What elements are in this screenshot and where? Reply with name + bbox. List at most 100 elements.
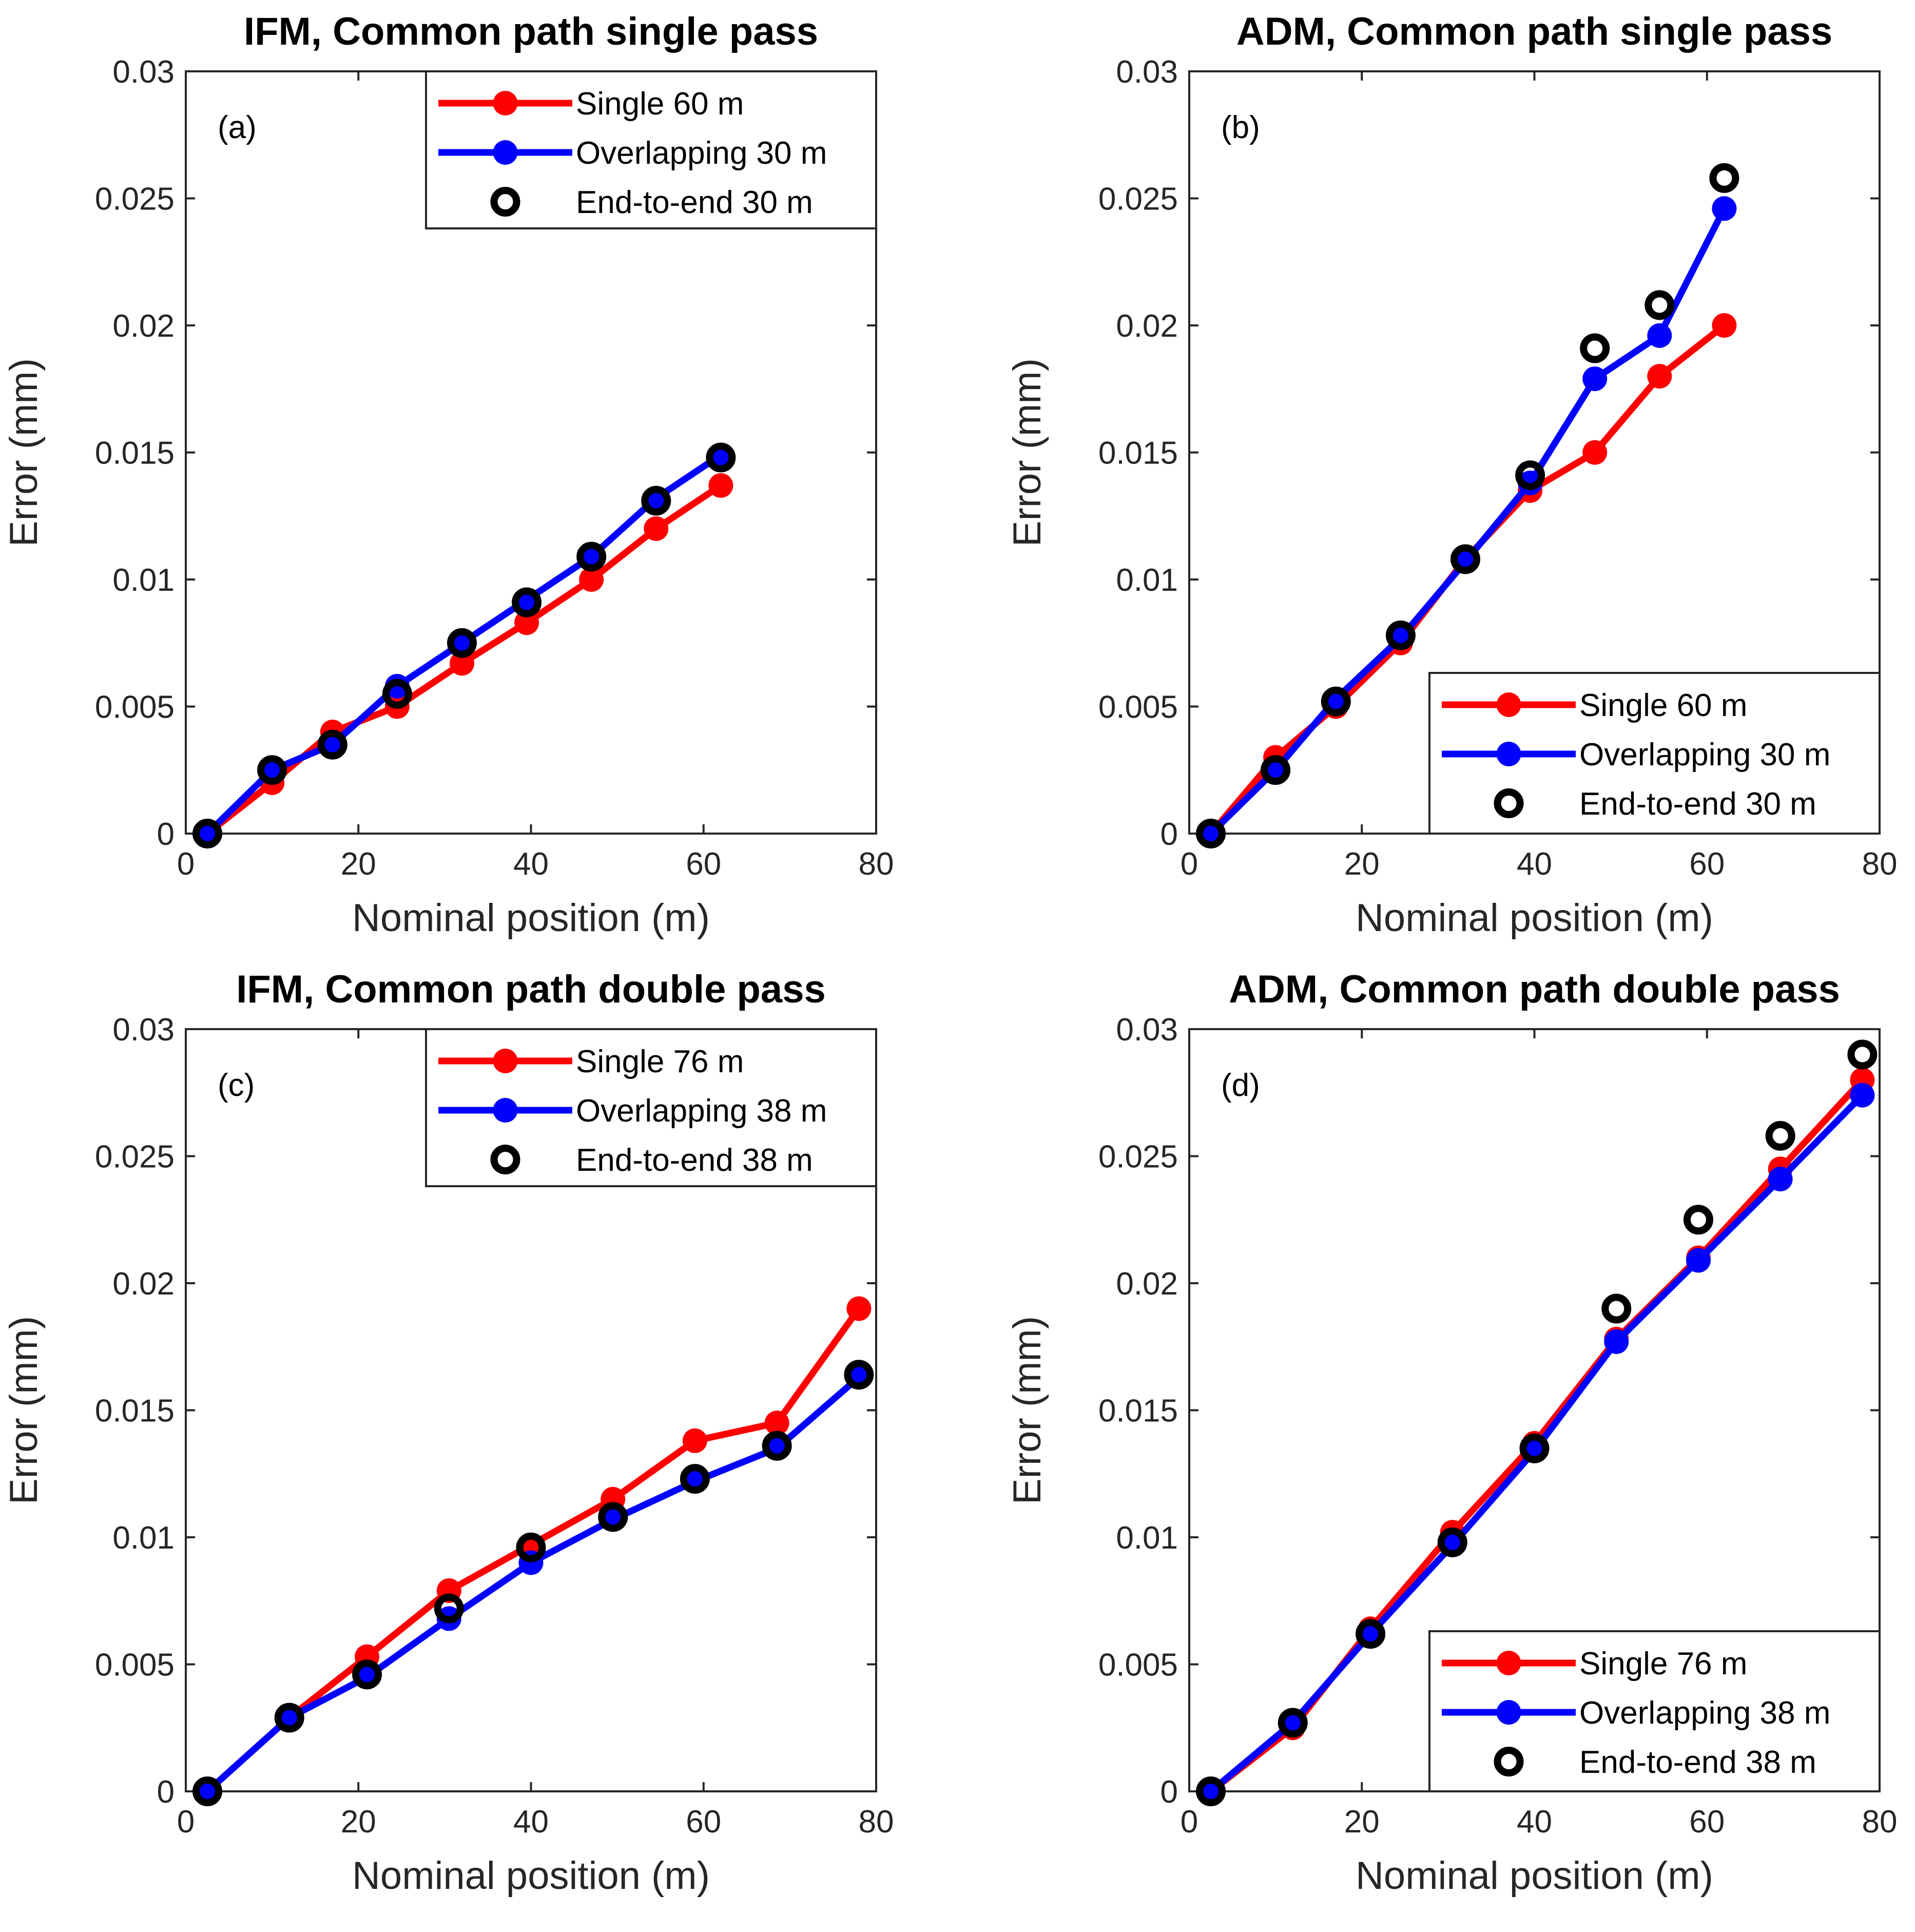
y-tick-label: 0.03 <box>1116 1012 1178 1048</box>
data-point-open <box>447 628 477 658</box>
legend-label: Single 76 m <box>576 1044 744 1079</box>
chart-panel-a: 0 20 40 60 80 0 0.005 0.01 0.015 0.02 0.025 0.03 IFM… <box>2 10 894 940</box>
data-point-open <box>192 819 223 848</box>
data-point-open <box>706 442 736 473</box>
data-point-open <box>1683 1205 1713 1235</box>
data-point-open <box>1321 686 1351 717</box>
data-point <box>644 516 669 541</box>
data-point <box>579 567 604 592</box>
data-point-open <box>1437 1527 1467 1557</box>
legend-swatch-marker <box>493 91 518 115</box>
x-tick-label: 20 <box>341 846 376 882</box>
panel-label: (c) <box>218 1068 255 1103</box>
legend-swatch-marker <box>1494 788 1524 818</box>
data-point-open <box>1196 819 1226 848</box>
x-tick-label: 40 <box>1517 1804 1552 1840</box>
x-axis-label: Nominal position (m) <box>1356 896 1713 940</box>
y-tick-label: 0.015 <box>1098 436 1178 471</box>
x-tick-label: 0 <box>177 846 195 882</box>
legend-label: End-to-end 38 m <box>1579 1745 1816 1780</box>
data-point <box>708 473 733 498</box>
data-point-open <box>516 1532 546 1562</box>
x-tick-label: 60 <box>686 846 721 882</box>
legend: Single 76 m Overlapping 38 m End-to-end 38… <box>1428 1630 1881 1792</box>
data-point <box>450 651 474 676</box>
data-point-open <box>1645 290 1675 320</box>
y-tick-label: 0.015 <box>95 1394 175 1429</box>
data-point-open <box>1765 1120 1795 1151</box>
y-tick-label: 0.01 <box>1116 1520 1178 1556</box>
legend-swatch-marker <box>493 140 518 165</box>
data-point-open <box>512 587 542 617</box>
data-point <box>1582 366 1608 391</box>
y-tick-label: 0.005 <box>95 690 175 725</box>
series-overlapping-30-m <box>1198 196 1737 846</box>
data-point-open <box>641 486 671 516</box>
legend-label: Overlapping 38 m <box>1579 1695 1830 1731</box>
panel-label: (a) <box>218 110 257 145</box>
y-tick-label: 0.015 <box>95 436 175 471</box>
data-point-open <box>1450 544 1480 574</box>
series-end-to-end-30-m <box>1196 163 1739 848</box>
data-point-open <box>844 1360 874 1390</box>
legend-label: Overlapping 30 m <box>576 136 827 171</box>
series-end-to-end-38-m <box>1196 1039 1878 1806</box>
data-point-open <box>1196 1776 1226 1806</box>
chart-panel-d: 0 20 40 60 80 0 0.005 0.01 0.015 0.02 0.025 0.03 ADM… <box>1005 968 1897 1898</box>
x-tick-label: 80 <box>1862 846 1898 882</box>
legend: Single 76 m Overlapping 38 m End-to-end 38… <box>425 1028 877 1187</box>
data-point <box>1518 470 1543 495</box>
y-tick-label: 0.025 <box>95 1139 175 1175</box>
x-tick-label: 40 <box>1517 846 1552 882</box>
y-tick-label: 0.01 <box>112 1520 175 1556</box>
series-single-60-m <box>195 473 733 846</box>
y-tick-label: 0.02 <box>1116 1266 1178 1302</box>
x-axis-label: Nominal position (m) <box>352 896 710 940</box>
data-point <box>514 610 539 635</box>
y-tick-label: 0.015 <box>1098 1394 1178 1429</box>
chart-panel-c: 0 20 40 60 80 0 0.005 0.01 0.015 0.02 0.025 0.03 IFM… <box>2 968 894 1898</box>
x-tick-label: 60 <box>1689 846 1725 882</box>
data-point-open <box>762 1431 792 1461</box>
data-point-open <box>257 755 287 785</box>
legend-label: End-to-end 30 m <box>576 185 813 220</box>
x-tick-label: 20 <box>341 1804 376 1840</box>
x-tick-label: 60 <box>1689 1804 1725 1840</box>
legend-label: Single 60 m <box>576 86 744 122</box>
data-point-open <box>1601 1293 1632 1324</box>
data-point <box>682 1428 707 1453</box>
legend-swatch-marker <box>490 187 520 217</box>
x-tick-label: 0 <box>1181 846 1198 882</box>
y-tick-label: 0 <box>1160 1774 1178 1810</box>
legend-label: Single 60 m <box>1579 688 1747 723</box>
y-axis-label: Error (mm) <box>1005 1316 1049 1504</box>
data-point-open <box>274 1703 304 1733</box>
x-axis-label: Nominal position (m) <box>352 1854 710 1898</box>
data-point <box>846 1296 872 1321</box>
data-point-open <box>1261 755 1291 785</box>
x-tick-label: 40 <box>513 1804 549 1840</box>
y-tick-label: 0 <box>157 817 175 852</box>
data-point-open <box>1278 1708 1308 1738</box>
y-tick-label: 0 <box>157 1774 175 1810</box>
x-tick-label: 20 <box>1344 1804 1380 1840</box>
legend-swatch-marker <box>1496 1700 1521 1725</box>
legend-label: End-to-end 38 m <box>576 1143 813 1178</box>
legend-swatch-marker <box>1494 1747 1524 1776</box>
legend-swatch-marker <box>1496 692 1521 717</box>
y-tick-label: 0.03 <box>112 54 175 90</box>
chart-title: ADM, Common path single pass <box>1236 10 1832 53</box>
y-tick-label: 0.025 <box>1098 1139 1178 1175</box>
x-axis-label: Nominal position (m) <box>1356 1854 1713 1898</box>
data-point-open <box>1519 1433 1550 1463</box>
chart-title: IFM, Common path single pass <box>244 10 818 53</box>
chart-title: ADM, Common path double pass <box>1229 968 1840 1011</box>
data-point <box>764 1411 789 1436</box>
series-end-to-end-38-m <box>192 1360 874 1806</box>
y-tick-label: 0.005 <box>1098 690 1178 725</box>
data-point <box>1712 313 1737 338</box>
x-tick-label: 20 <box>1344 846 1380 882</box>
y-axis-label: Error (mm) <box>1005 358 1049 547</box>
legend-label: Overlapping 30 m <box>1579 737 1830 772</box>
